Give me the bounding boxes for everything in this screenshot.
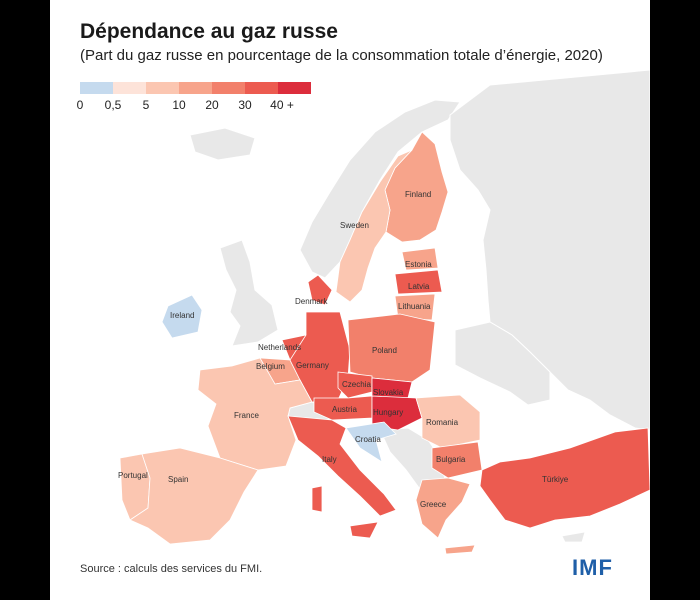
legend-swatch-3 — [179, 82, 212, 94]
sweden-region — [335, 149, 413, 303]
color-legend: 0 0,5 5 10 20 30 40 + — [76, 82, 320, 118]
label-slovakia: Slovakia — [373, 388, 404, 397]
legend-bar — [80, 82, 320, 94]
legend-tick-1: 0,5 — [104, 98, 122, 112]
legend-tick-4: 20 — [205, 98, 219, 112]
label-portugal: Portugal — [118, 471, 148, 480]
map-subtitle: (Part du gaz russe en pourcentage de la … — [80, 47, 603, 64]
label-belgium: Belgium — [256, 362, 285, 371]
label-lithuania: Lithuania — [398, 302, 431, 311]
legend-tick-2: 5 — [142, 98, 150, 112]
label-poland: Poland — [372, 346, 397, 355]
sicily-region — [349, 521, 379, 539]
iceland-land — [189, 127, 256, 161]
label-romania: Romania — [426, 418, 459, 427]
latvia-region — [394, 269, 443, 295]
label-latvia: Latvia — [408, 282, 430, 291]
label-ireland: Ireland — [170, 311, 194, 320]
label-greece: Greece — [420, 500, 447, 509]
map-card: Finland Sweden Estonia Latvia Lithuania … — [50, 0, 650, 600]
background-land — [189, 69, 650, 499]
cyprus-region — [561, 531, 586, 543]
label-turkiye: Türkiye — [542, 475, 569, 484]
belarus-ukraine-land — [454, 321, 551, 406]
poland-region — [347, 313, 436, 383]
denmark-region — [307, 274, 333, 306]
label-czechia: Czechia — [342, 380, 371, 389]
legend-tick-6: 40 + — [270, 98, 294, 112]
label-netherlands: Netherlands — [258, 343, 301, 352]
legend-tick-5: 30 — [238, 98, 252, 112]
legend-tick-0: 0 — [76, 98, 84, 112]
great-britain-land — [219, 239, 279, 347]
europe-map: Finland Sweden Estonia Latvia Lithuania … — [118, 69, 650, 555]
crete-region — [444, 544, 476, 555]
legend-swatch-5 — [245, 82, 278, 94]
italy-region — [287, 415, 397, 517]
source-note: Source : calculs des services du FMI. — [80, 563, 263, 575]
legend-swatch-6 — [278, 82, 311, 94]
legend-ticks: 0 0,5 5 10 20 30 40 + — [76, 98, 320, 118]
legend-swatch-1 — [113, 82, 146, 94]
turkiye-region — [479, 427, 650, 529]
label-italy: Italy — [322, 455, 337, 464]
legend-swatch-2 — [146, 82, 179, 94]
ireland-region — [161, 294, 203, 339]
label-finland: Finland — [405, 190, 431, 199]
label-bulgaria: Bulgaria — [436, 455, 466, 464]
label-spain: Spain — [168, 475, 188, 484]
label-france: France — [234, 411, 259, 420]
label-sweden: Sweden — [340, 221, 369, 230]
legend-swatch-0 — [80, 82, 113, 94]
label-germany: Germany — [296, 361, 329, 370]
lithuania-region — [394, 293, 436, 321]
label-croatia: Croatia — [355, 435, 381, 444]
estonia-region — [401, 247, 439, 271]
croatia-region — [345, 421, 397, 463]
spain-region — [129, 447, 259, 545]
map-title: Dépendance au gaz russe — [80, 20, 338, 43]
greece-region — [415, 477, 471, 539]
sardinia-region — [311, 485, 323, 513]
imf-logo: IMF — [572, 555, 613, 580]
label-hungary: Hungary — [373, 408, 403, 417]
czechia-region — [337, 371, 373, 399]
hungary-region — [371, 395, 423, 431]
label-estonia: Estonia — [405, 260, 432, 269]
legend-tick-3: 10 — [172, 98, 186, 112]
label-austria: Austria — [332, 405, 357, 414]
france-region — [197, 357, 313, 471]
legend-swatch-4 — [212, 82, 245, 94]
bulgaria-region — [431, 441, 483, 479]
label-denmark: Denmark — [295, 297, 328, 306]
